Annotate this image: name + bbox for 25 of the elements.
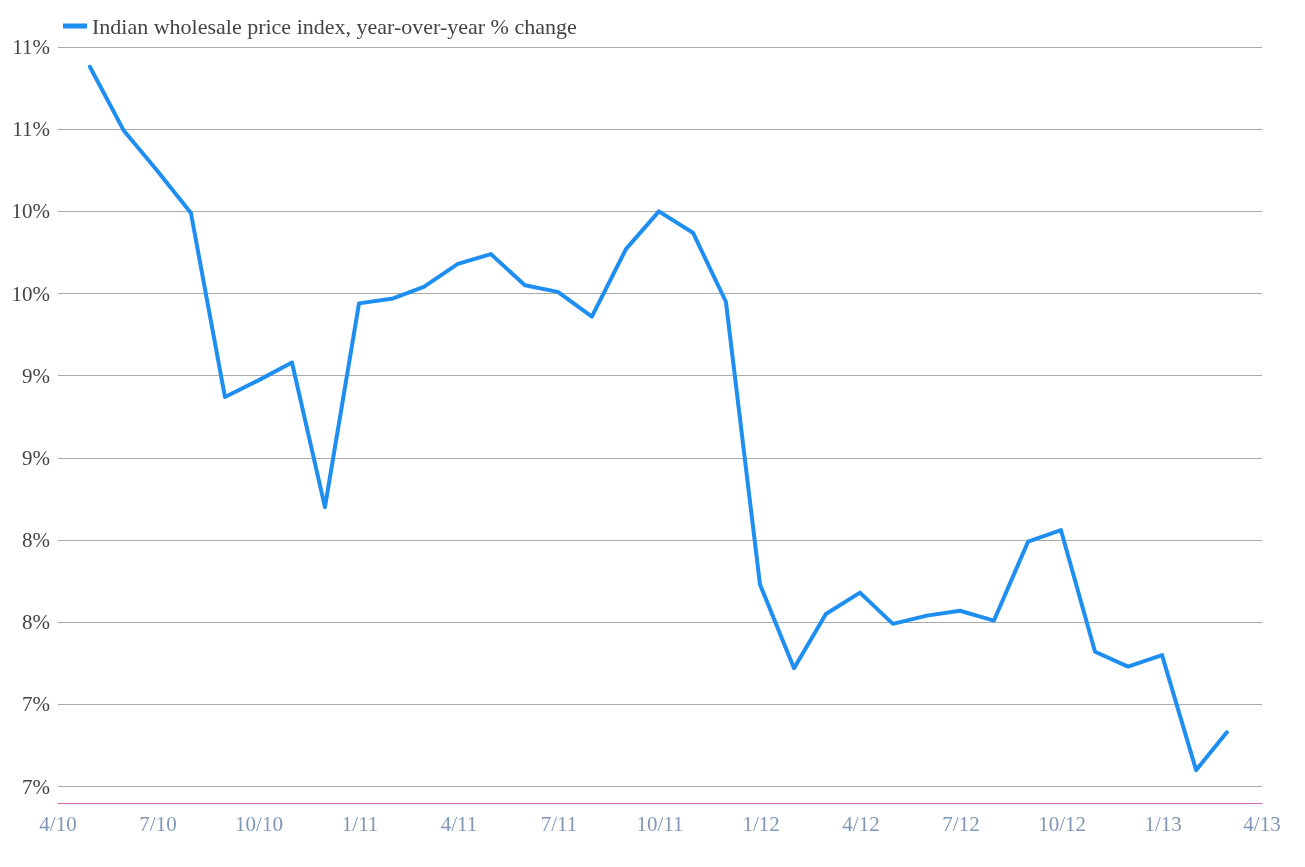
y-tick-label: 9% bbox=[22, 363, 50, 388]
y-tick-label: 10% bbox=[11, 199, 50, 224]
x-tick-label: 10/10 bbox=[235, 811, 283, 836]
x-tick-label: 7/10 bbox=[139, 811, 177, 836]
y-tick-label: 11% bbox=[12, 117, 50, 142]
y-tick-label: 9% bbox=[22, 445, 50, 470]
x-tick-label: 1/11 bbox=[341, 811, 379, 836]
y-tick-label: 7% bbox=[22, 774, 50, 799]
y-tick-label: 7% bbox=[22, 692, 50, 717]
x-tick-label: 1/13 bbox=[1144, 811, 1182, 836]
y-tick-label: 11% bbox=[12, 35, 50, 59]
x-tick-label: 7/11 bbox=[540, 811, 578, 836]
y-tick-label: 10% bbox=[11, 281, 50, 306]
x-tick-label: 4/12 bbox=[842, 811, 880, 836]
x-tick-label: 4/11 bbox=[440, 811, 478, 836]
x-tick-label: 4/13 bbox=[1243, 811, 1281, 836]
x-tick-label: 7/12 bbox=[942, 811, 980, 836]
line-series bbox=[87, 64, 1229, 773]
legend-label: Indian wholesale price index, year-over-year % change bbox=[92, 13, 577, 39]
x-tick-label: 10/12 bbox=[1038, 811, 1086, 836]
x-tick-label: 10/11 bbox=[636, 811, 684, 836]
y-tick-label: 8% bbox=[22, 528, 50, 553]
x-tick-label: 1/12 bbox=[742, 811, 780, 836]
x-tick-label: 4/10 bbox=[39, 811, 77, 836]
y-tick-label: 8% bbox=[22, 610, 50, 635]
